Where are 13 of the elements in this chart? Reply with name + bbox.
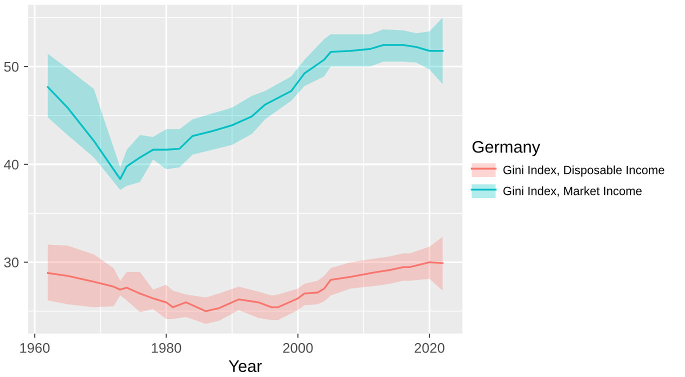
x-tick-label: 2020 xyxy=(414,343,444,353)
legend-title: Germany xyxy=(472,140,540,156)
x-axis-title: Year xyxy=(228,360,262,372)
line-series xyxy=(46,44,444,180)
y-tick-label: 50 xyxy=(4,62,19,72)
y-tick-label: 40 xyxy=(4,160,19,170)
x-tick-label: 2000 xyxy=(283,343,313,353)
x-tick-label: 1960 xyxy=(20,343,50,353)
x-tick-label: 1980 xyxy=(152,343,182,353)
line-series xyxy=(46,261,444,312)
legend-label: Gini Index, Market Income xyxy=(503,186,642,197)
y-tick-label: 30 xyxy=(4,258,19,268)
legend-label: Gini Index, Disposable Income xyxy=(503,165,664,177)
